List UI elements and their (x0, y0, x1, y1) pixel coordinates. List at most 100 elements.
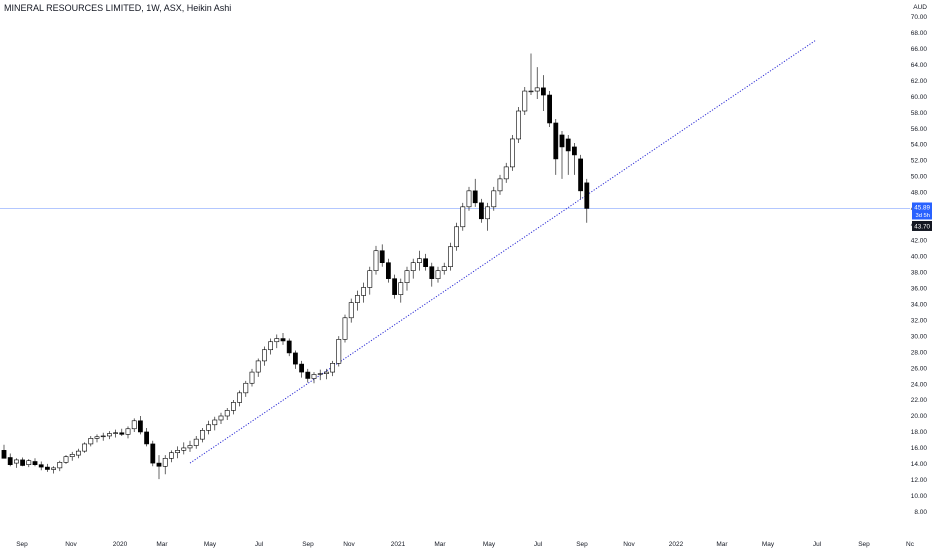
candle-body (584, 182, 590, 209)
currency-label: AUD (913, 4, 927, 11)
candle-body (571, 146, 577, 156)
candle-body (410, 262, 416, 271)
candle-body (26, 460, 32, 465)
candle-body (20, 459, 25, 466)
candle-body (113, 432, 118, 434)
y-tick-label: 64.00 (911, 62, 928, 69)
x-tick-label: Mar (156, 541, 168, 548)
candle-body (63, 456, 69, 463)
candle-body (51, 467, 56, 470)
candle-body (540, 87, 546, 96)
y-tick-label: 22.00 (911, 397, 928, 404)
low-marker-label: 43.70 (914, 223, 930, 230)
candle-body (156, 462, 162, 467)
x-tick-label: Sep (858, 541, 870, 548)
y-tick-label: 60.00 (911, 94, 928, 101)
candle-body (497, 178, 503, 192)
x-tick-label: 2022 (669, 541, 684, 548)
candle-body (429, 266, 435, 279)
candle-body (144, 431, 149, 445)
candle-body (305, 371, 311, 379)
candle-body (119, 432, 125, 435)
x-tick-label: Jul (813, 541, 822, 548)
x-tick-label: Mar (434, 541, 446, 548)
candle-body (138, 420, 143, 433)
candle-body (268, 341, 273, 351)
candle-body (14, 459, 19, 464)
candle-body (162, 458, 168, 467)
candle-body (423, 258, 428, 267)
candle-body (224, 410, 230, 417)
x-tick-label: Mar (716, 541, 728, 548)
candle-body (206, 424, 211, 431)
candle-body (200, 430, 205, 440)
y-tick-label: 50.00 (911, 174, 928, 181)
x-tick-label: Jul (255, 541, 264, 548)
y-tick-label: 36.00 (911, 285, 928, 292)
candle-body (100, 435, 106, 438)
x-tick-label: May (204, 541, 217, 548)
candle-body (311, 374, 317, 379)
y-tick-label: 18.00 (911, 429, 928, 436)
y-tick-label: 56.00 (911, 126, 928, 133)
candle-body (237, 392, 242, 403)
candle-body (509, 138, 515, 168)
countdown-label: 3d 5h (915, 213, 930, 219)
candle-body (342, 317, 348, 340)
candle-body (348, 302, 354, 319)
y-tick-label: 8.00 (914, 509, 927, 516)
candle-body (441, 266, 447, 271)
last-price-label: 45.89 (914, 204, 930, 211)
candle-body (94, 436, 100, 439)
candle-body (299, 363, 304, 373)
candle-body (212, 419, 218, 426)
candle-body (361, 287, 366, 296)
candle-body (336, 339, 342, 364)
candle-body (516, 110, 521, 140)
y-tick-label: 62.00 (911, 78, 928, 85)
candle-body (404, 270, 410, 283)
y-tick-label: 66.00 (911, 46, 928, 53)
y-tick-label: 48.00 (911, 190, 928, 197)
candle-body (187, 445, 193, 449)
y-tick-label: 14.00 (911, 461, 928, 468)
candle-body (88, 438, 94, 445)
y-tick-label: 42.00 (911, 238, 928, 245)
candle-body (69, 454, 75, 458)
candle-body (373, 250, 379, 271)
candle-body (416, 258, 422, 264)
x-tick-label: Nov (623, 541, 635, 548)
y-tick-label: 10.00 (911, 493, 928, 500)
y-tick-label: 40.00 (911, 254, 928, 261)
y-tick-label: 52.00 (911, 158, 928, 165)
candle-body (522, 90, 528, 112)
y-tick-label: 26.00 (911, 365, 928, 372)
candle-body (181, 447, 187, 451)
candle-body (32, 461, 38, 465)
candle-body (107, 433, 112, 437)
candle-body (131, 420, 137, 430)
x-tick-label: May (762, 541, 775, 548)
candle-body (454, 226, 459, 248)
candle-body (385, 262, 391, 279)
candle-body (243, 382, 249, 394)
candle-body (392, 278, 397, 295)
candle-body (503, 166, 509, 180)
candle-body (435, 270, 441, 279)
y-tick-label: 12.00 (911, 477, 928, 484)
candle-body (1, 450, 7, 459)
x-tick-label: 2021 (391, 541, 406, 548)
last-price-label-box (912, 202, 932, 220)
y-tick-label: 28.00 (911, 349, 928, 356)
x-tick-label: Sep (302, 541, 314, 548)
y-tick-label: 70.00 (911, 14, 928, 21)
candle-body (398, 282, 404, 295)
candle-body (491, 190, 497, 208)
y-tick-label: 20.00 (911, 413, 928, 420)
y-tick-label: 24.00 (911, 381, 928, 388)
candle-body (485, 206, 490, 220)
candle-body (534, 87, 540, 92)
candle-body (261, 349, 267, 362)
candle-body (76, 450, 81, 456)
